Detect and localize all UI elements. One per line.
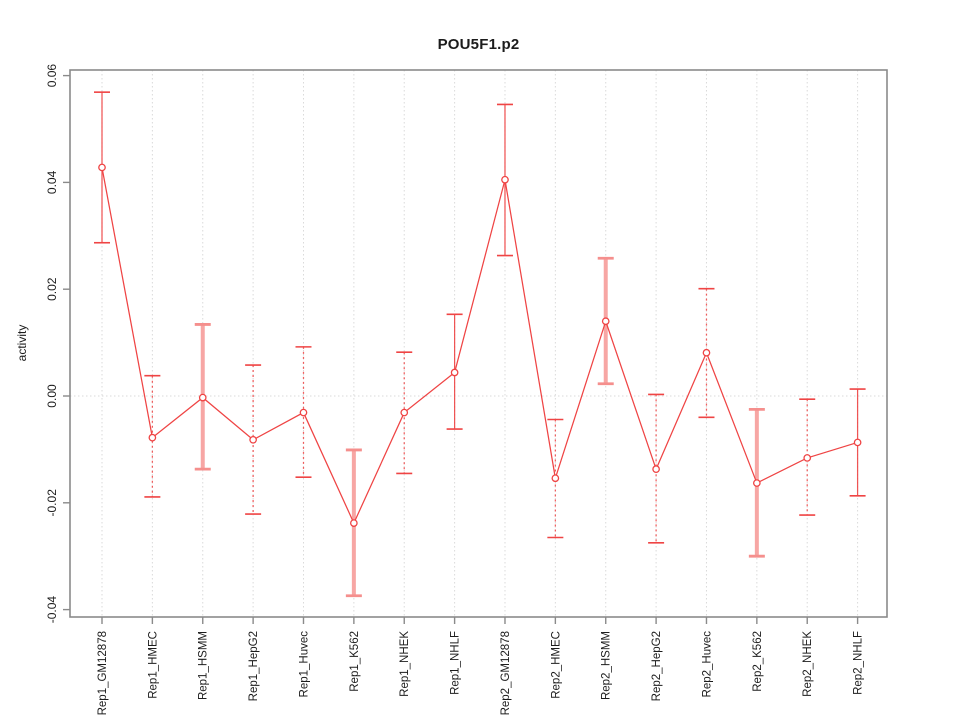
y-tick-label: 0.06: [45, 64, 59, 88]
x-axis-label: Rep1_HepG2: [248, 631, 260, 701]
x-axis-label: Rep2_NHLF: [853, 631, 865, 695]
x-axis-label: Rep1_GM12878: [97, 631, 109, 715]
x-axis-label: Rep1_Huvec: [298, 631, 310, 698]
data-point-marker: [198, 393, 207, 402]
x-axis-label: Rep2_HepG2: [651, 631, 663, 701]
chart-title: POU5F1.p2: [437, 36, 520, 53]
y-tick-label: 0.04: [45, 170, 59, 194]
data-point-marker: [148, 433, 157, 442]
x-axis-label: Rep1_K562: [349, 631, 361, 692]
x-axis-label: Rep1_NHLF: [450, 631, 462, 695]
x-axis-label: Rep1_HMEC: [147, 631, 159, 699]
x-axis-label: Rep1_NHEK: [399, 631, 411, 697]
y-tick-label: 0.00: [45, 384, 59, 408]
data-point-marker: [702, 348, 711, 357]
data-point-marker: [299, 408, 308, 417]
y-tick-label: -0.02: [45, 489, 59, 517]
data-point-marker: [400, 408, 409, 417]
x-axis-label: Rep2_HMEC: [550, 631, 562, 699]
data-point-marker: [803, 454, 812, 462]
series-line: [101, 167, 858, 525]
data-point-marker: [249, 435, 257, 444]
data-point-marker: [601, 317, 610, 326]
plot-box: [69, 69, 888, 618]
data-point-marker: [551, 474, 560, 483]
x-axis-label: Rep2_NHEK: [802, 631, 814, 697]
data-point-marker: [450, 368, 459, 377]
y-tick-label: 0.02: [45, 277, 59, 301]
data-point-marker: [350, 519, 358, 527]
y-tick-label: -0.04: [45, 596, 59, 624]
data-point-marker: [98, 163, 106, 172]
x-axis-label: Rep2_GM12878: [500, 631, 512, 715]
data-point-marker: [652, 465, 660, 474]
x-axis-label: Rep2_Huvec: [701, 631, 713, 698]
data-point-marker: [853, 438, 862, 447]
x-axis-label: Rep1_HSMM: [198, 631, 210, 700]
data-point-marker: [752, 479, 761, 487]
data-point-marker: [501, 175, 509, 184]
x-axis-label: Rep2_HSMM: [601, 631, 613, 700]
x-axis-label: Rep2_K562: [752, 631, 764, 692]
